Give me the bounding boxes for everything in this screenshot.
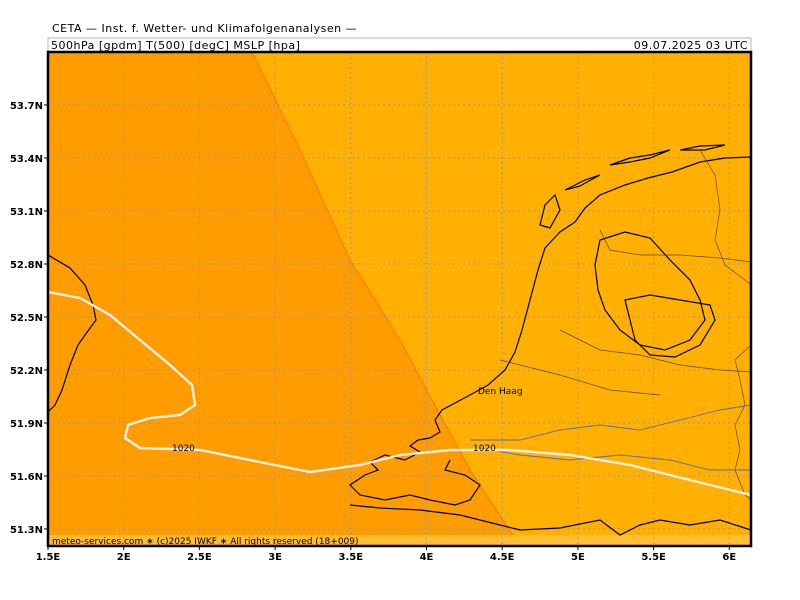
x-tick-label: 5.5E bbox=[641, 552, 666, 563]
y-tick-label: 52.5N bbox=[10, 313, 43, 324]
border bbox=[499, 359, 661, 396]
border bbox=[734, 344, 751, 501]
place-label: Den Haag bbox=[478, 387, 523, 397]
polder bbox=[624, 294, 716, 358]
y-tick-label: 52.2N bbox=[10, 366, 43, 377]
river bbox=[479, 447, 751, 471]
y-tick-label: 53.4N bbox=[10, 154, 43, 165]
x-tick-label: 4.5E bbox=[490, 552, 515, 563]
x-tick-label: 3.5E bbox=[339, 552, 364, 563]
island bbox=[609, 149, 671, 166]
x-tick-label: 4E bbox=[420, 552, 434, 563]
isobar-label: 1020 bbox=[172, 444, 195, 454]
river bbox=[470, 404, 751, 441]
x-tick-label: 6E bbox=[722, 552, 736, 563]
ticks: 1.5E 2E 2.5E 3E 3.5E 4E 4.5E 5E 5.5E 6E 53.7N 53.4N… bbox=[10, 101, 736, 563]
x-tick-label: 2.5E bbox=[187, 552, 212, 563]
island bbox=[679, 144, 726, 151]
map-area: 1020 1020 Den Haag meteo-services.com ∗ … bbox=[48, 52, 751, 547]
temperature-contour bbox=[251, 52, 521, 546]
y-tick-label: 53.7N bbox=[10, 101, 43, 112]
island bbox=[564, 174, 601, 191]
y-tick-label: 52.8N bbox=[10, 260, 43, 271]
x-tick-label: 1.5E bbox=[36, 552, 61, 563]
border bbox=[559, 329, 751, 373]
x-tick-label: 2E bbox=[117, 552, 131, 563]
x-tick-label: 5E bbox=[571, 552, 585, 563]
y-tick-label: 51.9N bbox=[10, 419, 43, 430]
header-title: CETA — Inst. f. Wetter- und Klimafolgena… bbox=[52, 22, 357, 35]
temperature-field-warm bbox=[48, 52, 520, 546]
y-tick-label: 51.6N bbox=[10, 472, 43, 483]
header-valid-time: 09.07.2025 03 UTC bbox=[634, 39, 748, 52]
map-frame bbox=[46, 50, 753, 548]
border bbox=[699, 149, 751, 286]
x-tick-label: 3E bbox=[268, 552, 282, 563]
lake bbox=[594, 231, 706, 351]
header-parameters: 500hPa [gpdm] T(500) [degC] MSLP [hpa] bbox=[51, 39, 300, 52]
border bbox=[599, 229, 751, 263]
coastline bbox=[349, 504, 751, 536]
isobar-label: 1020 bbox=[473, 444, 496, 454]
y-tick-label: 53.1N bbox=[10, 207, 43, 218]
coastline bbox=[349, 156, 751, 506]
y-tick-label: 51.3N bbox=[10, 525, 43, 536]
grid bbox=[48, 52, 751, 546]
coastline bbox=[48, 254, 97, 413]
isobar bbox=[48, 290, 751, 497]
footer-credit: meteo-services.com ∗ (c)2025 IWKF ∗ All … bbox=[52, 537, 359, 547]
island bbox=[539, 193, 561, 229]
footer-strip bbox=[48, 535, 751, 546]
